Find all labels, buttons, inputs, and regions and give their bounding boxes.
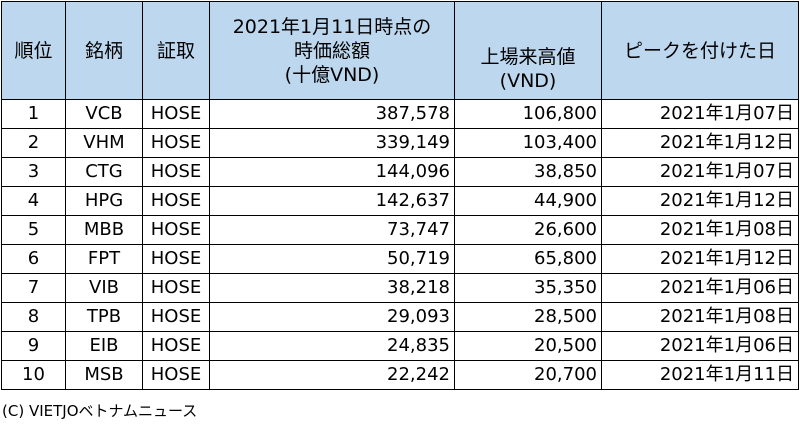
header-peak-date: ピークを付けた日 xyxy=(601,1,799,100)
cell-name: HPG xyxy=(65,186,143,216)
cell-market-cap: 24,835 xyxy=(209,331,455,361)
stock-ranking-table: 順位 銘柄 証取 2021年1月11日時点の 時価総額 (十億VND) 上場来高… xyxy=(1,1,799,390)
header-market-cap-line2: 時価総額 xyxy=(293,39,370,62)
header-market-cap-line3: (十億VND) xyxy=(284,63,380,86)
header-high-line1: 上場来高値 xyxy=(480,46,576,68)
cell-high: 35,350 xyxy=(454,273,602,303)
cell-name: FPT xyxy=(65,244,143,274)
cell-high: 26,600 xyxy=(454,215,602,245)
cell-rank: 3 xyxy=(1,157,66,187)
table-header-row: 順位 銘柄 証取 2021年1月11日時点の 時価総額 (十億VND) 上場来高… xyxy=(1,1,799,100)
cell-name: VHM xyxy=(65,128,143,158)
cell-date: 2021年1月08日 xyxy=(601,215,799,245)
cell-date: 2021年1月08日 xyxy=(601,302,799,332)
cell-market-cap: 50,719 xyxy=(209,244,455,274)
cell-high: 44,900 xyxy=(454,186,602,216)
cell-date: 2021年1月12日 xyxy=(601,244,799,274)
table-row: 4 HPG HOSE 142,637 44,900 2021年1月12日 xyxy=(1,186,799,216)
cell-rank: 2 xyxy=(1,128,66,158)
cell-market-cap: 22,242 xyxy=(209,360,455,390)
cell-date: 2021年1月12日 xyxy=(601,186,799,216)
cell-high: 38,850 xyxy=(454,157,602,187)
table-row: 1 VCB HOSE 387,578 106,800 2021年1月07日 xyxy=(1,99,799,129)
cell-market-cap: 38,218 xyxy=(209,273,455,303)
cell-rank: 5 xyxy=(1,215,66,245)
cell-exchange: HOSE xyxy=(142,244,210,274)
cell-exchange: HOSE xyxy=(142,273,210,303)
table-row: 3 CTG HOSE 144,096 38,850 2021年1月07日 xyxy=(1,157,799,187)
cell-market-cap: 142,637 xyxy=(209,186,455,216)
cell-market-cap: 144,096 xyxy=(209,157,455,187)
header-rank: 順位 xyxy=(1,1,66,100)
cell-rank: 7 xyxy=(1,273,66,303)
table-row: 2 VHM HOSE 339,149 103,400 2021年1月12日 xyxy=(1,128,799,158)
cell-date: 2021年1月07日 xyxy=(601,157,799,187)
table-row: 7 VIB HOSE 38,218 35,350 2021年1月06日 xyxy=(1,273,799,303)
cell-name: CTG xyxy=(65,157,143,187)
cell-rank: 10 xyxy=(1,360,66,390)
header-exchange: 証取 xyxy=(142,1,210,100)
header-market-cap: 2021年1月11日時点の 時価総額 (十億VND) xyxy=(209,1,455,100)
header-high-line2: (VND) xyxy=(499,70,557,92)
cell-market-cap: 73,747 xyxy=(209,215,455,245)
cell-exchange: HOSE xyxy=(142,128,210,158)
table-row: 8 TPB HOSE 29,093 28,500 2021年1月08日 xyxy=(1,302,799,332)
cell-date: 2021年1月06日 xyxy=(601,331,799,361)
table-row: 5 MBB HOSE 73,747 26,600 2021年1月08日 xyxy=(1,215,799,245)
cell-name: EIB xyxy=(65,331,143,361)
cell-name: MSB xyxy=(65,360,143,390)
cell-rank: 8 xyxy=(1,302,66,332)
cell-rank: 6 xyxy=(1,244,66,274)
copyright-note: (C) VIETJOベトナムニュース xyxy=(2,402,198,420)
cell-high: 20,500 xyxy=(454,331,602,361)
cell-market-cap: 387,578 xyxy=(209,99,455,129)
cell-exchange: HOSE xyxy=(142,157,210,187)
cell-name: VCB xyxy=(65,99,143,129)
header-market-cap-line1: 2021年1月11日時点の xyxy=(232,15,432,38)
cell-exchange: HOSE xyxy=(142,360,210,390)
cell-date: 2021年1月07日 xyxy=(601,99,799,129)
cell-rank: 1 xyxy=(1,99,66,129)
cell-high: 65,800 xyxy=(454,244,602,274)
cell-exchange: HOSE xyxy=(142,215,210,245)
cell-exchange: HOSE xyxy=(142,99,210,129)
table-row: 9 EIB HOSE 24,835 20,500 2021年1月06日 xyxy=(1,331,799,361)
cell-name: MBB xyxy=(65,215,143,245)
cell-rank: 9 xyxy=(1,331,66,361)
cell-high: 103,400 xyxy=(454,128,602,158)
header-high: 上場来高値 (VND) xyxy=(454,1,602,100)
header-name: 銘柄 xyxy=(65,1,143,100)
cell-name: TPB xyxy=(65,302,143,332)
cell-exchange: HOSE xyxy=(142,302,210,332)
cell-date: 2021年1月12日 xyxy=(601,128,799,158)
cell-date: 2021年1月06日 xyxy=(601,273,799,303)
cell-high: 20,700 xyxy=(454,360,602,390)
cell-rank: 4 xyxy=(1,186,66,216)
table-row: 10 MSB HOSE 22,242 20,700 2021年1月11日 xyxy=(1,360,799,390)
cell-high: 106,800 xyxy=(454,99,602,129)
cell-date: 2021年1月11日 xyxy=(601,360,799,390)
cell-market-cap: 29,093 xyxy=(209,302,455,332)
cell-exchange: HOSE xyxy=(142,331,210,361)
table-row: 6 FPT HOSE 50,719 65,800 2021年1月12日 xyxy=(1,244,799,274)
cell-exchange: HOSE xyxy=(142,186,210,216)
cell-name: VIB xyxy=(65,273,143,303)
cell-high: 28,500 xyxy=(454,302,602,332)
cell-market-cap: 339,149 xyxy=(209,128,455,158)
